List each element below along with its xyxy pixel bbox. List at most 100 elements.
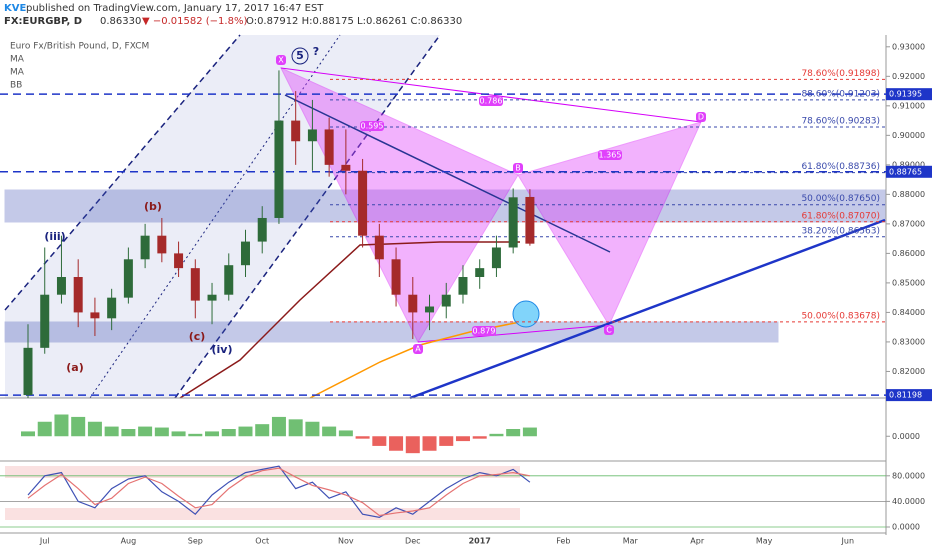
histogram-bar: [104, 426, 119, 437]
band: [5, 466, 520, 478]
x-tick-label: Apr: [690, 537, 705, 546]
annotation: ?: [313, 45, 319, 58]
fib-label: 61.80%(0.87070): [801, 211, 880, 221]
annotation-tag: [604, 325, 614, 335]
histogram-bar: [355, 436, 370, 439]
histogram-bar: [154, 427, 169, 437]
channel-mid: [89, 34, 341, 399]
y-tick-label: 0.92000: [892, 72, 925, 81]
candle-body: [240, 241, 250, 266]
candle-body: [525, 196, 535, 244]
x-tick-label: Aug: [121, 537, 137, 546]
fib-label: 61.80%(0.88736): [801, 162, 880, 172]
histogram-bar: [87, 421, 102, 437]
y-tick-label: 0.90000: [892, 131, 925, 140]
candle-body: [140, 235, 150, 260]
histogram-bar: [121, 429, 136, 437]
marker: [512, 300, 540, 328]
candle-body: [441, 294, 451, 307]
y-tick-label: 0.0000: [892, 523, 920, 532]
histogram-bar: [522, 427, 537, 437]
candle-body: [56, 277, 66, 295]
histogram-bar: [506, 429, 521, 437]
level-label: 0.81198: [889, 391, 922, 400]
y-tick-label: 0.86000: [892, 249, 925, 258]
pattern-line: [417, 324, 610, 343]
histogram-bar: [338, 430, 353, 437]
histogram-bar: [455, 436, 470, 442]
histogram-bar: [372, 436, 387, 446]
level-label: 0.91395: [889, 90, 922, 99]
annotation-tag: [413, 344, 423, 354]
candle-body: [224, 265, 234, 295]
level-tag: [886, 389, 932, 402]
y-tick-label: 0.88000: [892, 190, 925, 199]
candle-body: [475, 268, 485, 277]
y-tick-label: 0.93000: [892, 42, 925, 51]
ohlc: O:0.87912 H:0.88175 L:0.86261 C:0.86330: [246, 16, 462, 27]
histogram-bar: [255, 424, 270, 437]
last: 0.86330: [100, 16, 141, 27]
y-tick-label: 0.83000: [892, 337, 925, 346]
annotation-tag: [472, 326, 496, 336]
x-tick-label: Feb: [556, 537, 570, 546]
y-tick-label: 80.0000: [892, 471, 925, 480]
level-tag: [886, 165, 932, 178]
candle-body: [458, 277, 468, 295]
pattern-line: [280, 67, 702, 123]
band: [5, 508, 520, 520]
candle-body: [123, 259, 133, 298]
annotation: (iii): [44, 230, 65, 243]
histogram-bar: [305, 421, 320, 437]
annotation-tag: [360, 121, 384, 131]
histogram-bar: [472, 436, 487, 439]
candle-body: [107, 297, 117, 319]
candle-body: [307, 129, 317, 142]
annotation-tag: [513, 163, 523, 173]
candle-body: [358, 170, 368, 236]
annotation: 0.786: [480, 97, 503, 106]
histogram-bar: [188, 433, 203, 437]
fib-label: 78.60%(0.91898): [801, 69, 880, 79]
y-tick-label: 0.82000: [892, 367, 925, 376]
published: published on TradingView.com, January 17…: [26, 3, 324, 14]
annotation: 0.879: [473, 327, 496, 336]
histogram-bar: [37, 421, 52, 437]
histogram-bar: [138, 426, 153, 437]
annotation: A: [415, 345, 421, 354]
legend-item: Euro Fx/British Pound, D, FXCM: [10, 42, 149, 52]
annotation: (c): [189, 330, 206, 343]
histogram-bar: [439, 436, 454, 446]
annotation-tag: [598, 150, 622, 160]
ma-line: [179, 241, 520, 399]
histogram-bar: [21, 431, 35, 437]
histogram-bar: [171, 431, 186, 437]
channel-line: [174, 34, 441, 399]
candle-body: [257, 217, 267, 242]
candle-body: [491, 247, 501, 269]
oscillator-line: [27, 467, 531, 517]
candle-body: [408, 294, 418, 313]
candle-body: [425, 306, 435, 313]
x-tick-label: Jul: [39, 537, 50, 546]
annotation: B: [515, 164, 521, 173]
histogram-bar: [205, 431, 220, 437]
histogram-bar: [322, 426, 337, 437]
legend-item: BB: [10, 81, 22, 91]
fib-label: 88.60%(0.91203): [801, 89, 880, 99]
histogram-bar: [389, 436, 404, 451]
annotation: X: [278, 56, 284, 65]
annotation-tag: [276, 55, 286, 65]
y-tick-label: 0.84000: [892, 308, 925, 317]
candle-body: [291, 120, 301, 142]
annotation: C: [606, 326, 612, 335]
y-tick-label: 0.89000: [892, 160, 925, 169]
symbol: FX:EURGBP, D: [4, 16, 82, 27]
annotation: D: [698, 113, 704, 122]
fib-label: 78.60%(0.90283): [801, 116, 880, 126]
candle-body: [374, 235, 384, 260]
candle-body: [174, 253, 184, 269]
x-tick-label: Oct: [255, 537, 269, 546]
zone: [4, 321, 779, 343]
